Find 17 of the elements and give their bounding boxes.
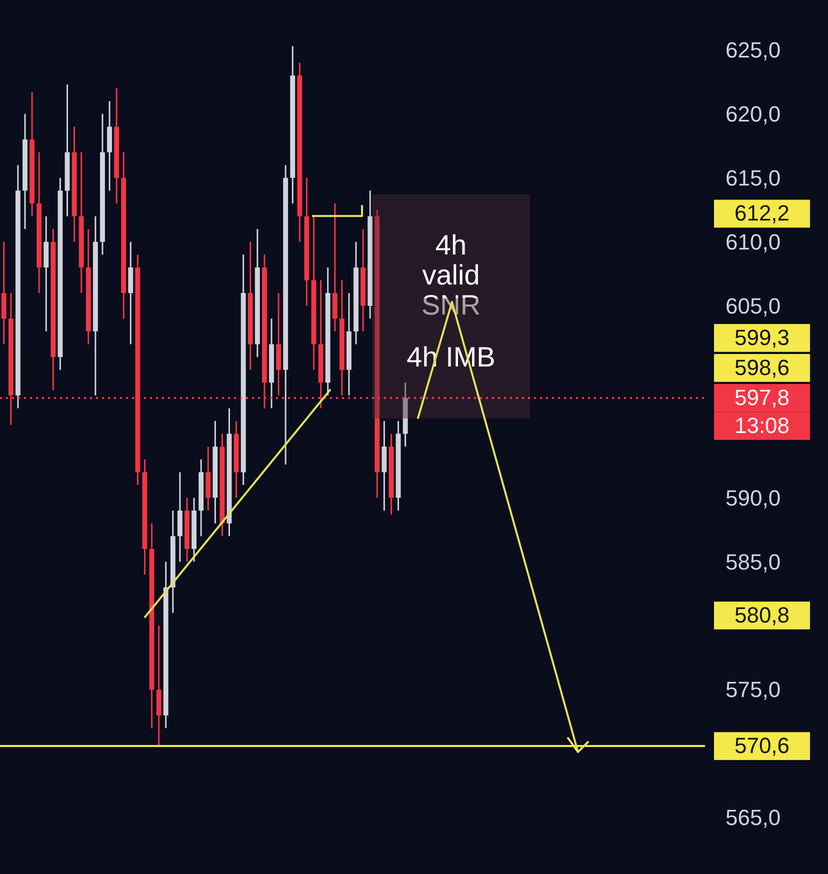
band-label: 4h valid SNR (421, 229, 481, 320)
y-tick-label: 575,0 (726, 677, 781, 702)
text: 13:08 (734, 412, 790, 438)
y-tick-label: 625,0 (726, 37, 781, 62)
y-tick-label: 615,0 (726, 165, 781, 190)
y-tick-label: 585,0 (726, 549, 781, 574)
y-tick-label: 620,0 (726, 101, 781, 126)
text: 580,8 (734, 602, 790, 628)
text: 612,2 (734, 200, 790, 226)
y-tick-label: 610,0 (726, 229, 781, 254)
y-tick-label: 590,0 (726, 485, 781, 510)
y-tick-label: 565,0 (726, 805, 781, 830)
ref-line-label: 570,6 (734, 733, 790, 758)
ref-line-label: 597,8 (734, 384, 790, 410)
text: 598,6 (734, 354, 790, 380)
text: 599,3 (734, 324, 790, 350)
y-tick-label: 605,0 (726, 293, 781, 318)
